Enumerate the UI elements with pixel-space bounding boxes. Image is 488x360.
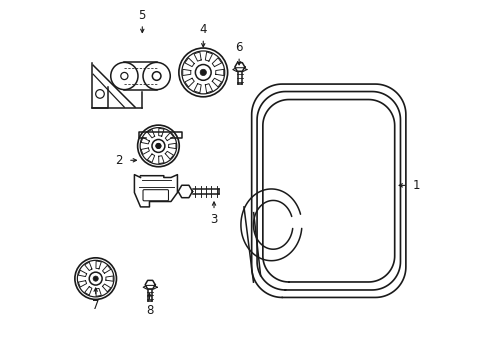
Circle shape [200,69,206,76]
Text: 6: 6 [235,41,243,54]
Text: 1: 1 [412,179,420,192]
Circle shape [156,143,161,149]
Text: 3: 3 [210,213,217,226]
Text: 8: 8 [145,305,153,318]
Text: 4: 4 [199,23,206,36]
Text: 7: 7 [92,299,99,312]
Circle shape [93,276,98,281]
Text: 2: 2 [115,154,122,167]
Text: 5: 5 [138,9,146,22]
